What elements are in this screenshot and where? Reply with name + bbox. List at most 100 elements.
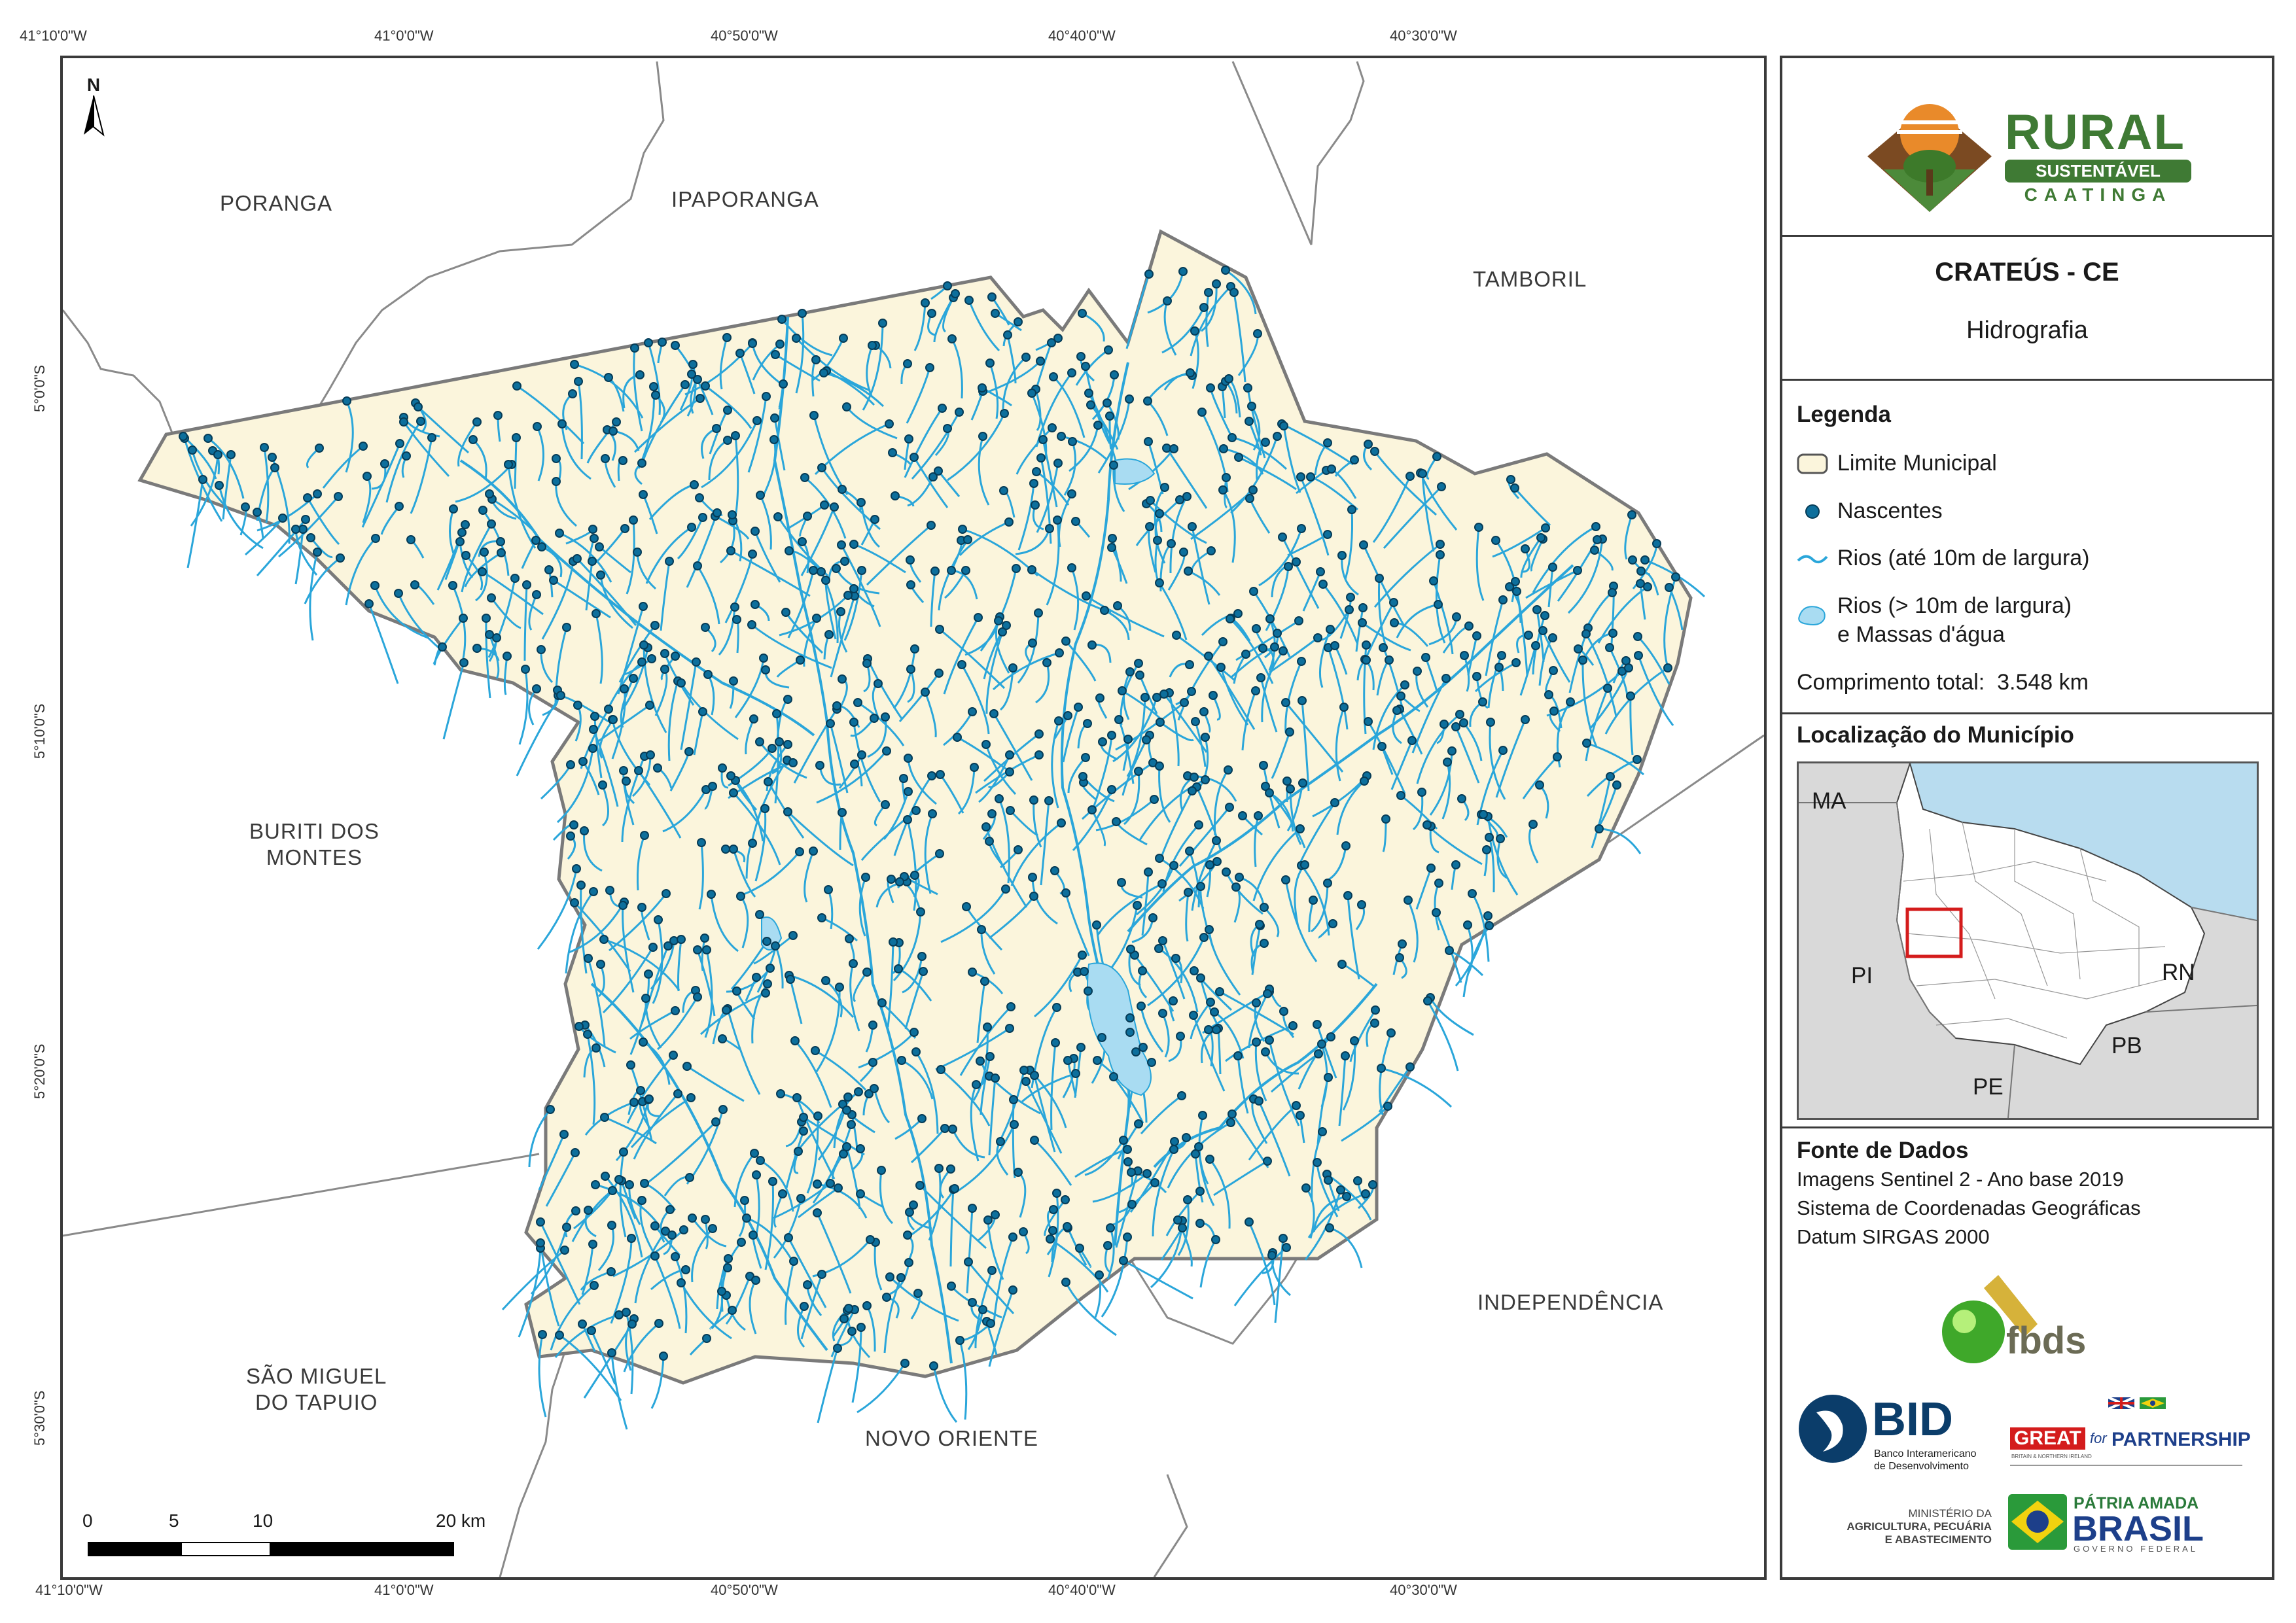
spring-point — [701, 1215, 710, 1224]
spring-point — [849, 959, 858, 968]
river-segment — [1416, 713, 1460, 784]
river-segment — [1542, 630, 1571, 683]
spring-point — [903, 815, 912, 824]
spring-point — [927, 521, 936, 530]
label-ipaporanga: IPAPORANGA — [671, 187, 819, 211]
spring-point — [1404, 896, 1413, 905]
river-segment — [1362, 621, 1411, 652]
spring-point — [1245, 417, 1254, 426]
spring-point — [1652, 539, 1661, 548]
spring-point — [1087, 640, 1097, 650]
spring-point — [1288, 1021, 1298, 1030]
spring-point — [968, 968, 977, 977]
spring-point — [686, 1093, 696, 1102]
spring-point — [1390, 618, 1399, 627]
spring-point — [698, 513, 707, 522]
river-segment — [989, 362, 999, 419]
river-segment — [719, 337, 728, 390]
spring-point — [756, 491, 765, 500]
spring-point — [644, 969, 653, 979]
spring-point — [598, 780, 607, 790]
spring-point — [677, 678, 686, 688]
river-segment — [817, 1348, 839, 1423]
spring-point — [736, 892, 745, 901]
river-segment — [1591, 776, 1612, 848]
spring-point — [1582, 739, 1591, 748]
river-segment — [1250, 406, 1261, 451]
bid-name: BID — [1872, 1393, 1953, 1446]
spring-point — [1109, 461, 1118, 470]
river-segment — [987, 1219, 1004, 1280]
river-segment — [718, 606, 736, 655]
spring-point — [1031, 500, 1040, 510]
spring-point — [203, 434, 213, 443]
spring-point — [962, 902, 971, 911]
inset-map-canvas — [1799, 763, 2257, 1118]
river-segment — [1435, 912, 1462, 983]
spring-point — [771, 941, 780, 951]
spring-point — [306, 533, 315, 542]
spring-point — [1160, 483, 1169, 492]
river-segment — [959, 1005, 1012, 1076]
spring-point — [1395, 953, 1404, 962]
river-segment — [1169, 496, 1188, 574]
river-segment — [862, 323, 884, 411]
spring-point — [533, 422, 542, 431]
ministerio-line2: AGRICULTURA, PECUÁRIA — [1846, 1520, 1992, 1533]
spring-point — [1323, 438, 1332, 447]
spring-point — [843, 1092, 853, 1102]
spring-point — [1491, 536, 1500, 545]
spring-point — [1145, 522, 1154, 531]
spring-point — [723, 1263, 732, 1272]
river-segment — [1006, 334, 1017, 384]
spring-point — [718, 1105, 728, 1114]
river-segment — [798, 1187, 839, 1219]
spring-point — [1298, 696, 1307, 705]
river-segment — [541, 561, 574, 640]
north-arrow-icon — [84, 95, 105, 137]
spring-point — [571, 1148, 580, 1157]
river-segment — [590, 1330, 616, 1385]
river-segment — [759, 495, 772, 550]
spring-point — [1389, 598, 1398, 607]
spring-point — [1006, 1002, 1016, 1011]
spring-point — [985, 1052, 995, 1061]
river-segment — [1063, 441, 1076, 496]
spring-point — [722, 1005, 731, 1015]
spring-point — [994, 616, 1003, 625]
spring-point — [751, 600, 760, 609]
spring-point — [928, 809, 937, 818]
spring-point — [702, 945, 711, 954]
spring-point — [1034, 750, 1044, 759]
spring-point — [935, 849, 944, 858]
spring-point — [626, 1060, 635, 1070]
spring-point — [1189, 1011, 1198, 1020]
spring-point — [1346, 593, 1355, 602]
river-segment — [1261, 650, 1284, 723]
spring-point — [894, 964, 903, 973]
spring-point — [1061, 1195, 1070, 1204]
spring-point — [485, 630, 494, 639]
river-segment — [595, 613, 603, 684]
spring-point — [904, 434, 913, 444]
river-segment — [1097, 398, 1131, 474]
spring-point — [1358, 618, 1367, 627]
river-segment — [1123, 1259, 1193, 1300]
spring-point — [1612, 780, 1621, 790]
spring-point — [1231, 882, 1241, 892]
river-segment — [1017, 612, 1040, 684]
spring-point — [702, 1334, 711, 1343]
spring-point — [1233, 609, 1243, 618]
label-novo-oriente: NOVO ORIENTE — [865, 1426, 1039, 1450]
spring-point — [1093, 1056, 1102, 1065]
river-segment — [866, 345, 874, 396]
river-segment — [1299, 476, 1330, 556]
spring-point — [1158, 936, 1167, 945]
spring-point — [1206, 998, 1215, 1007]
spring-point — [364, 599, 374, 608]
spring-point — [665, 557, 674, 566]
river-segment — [1112, 464, 1125, 512]
river-segment — [1530, 538, 1544, 572]
river-segment — [985, 631, 1004, 714]
spring-point — [537, 542, 546, 551]
